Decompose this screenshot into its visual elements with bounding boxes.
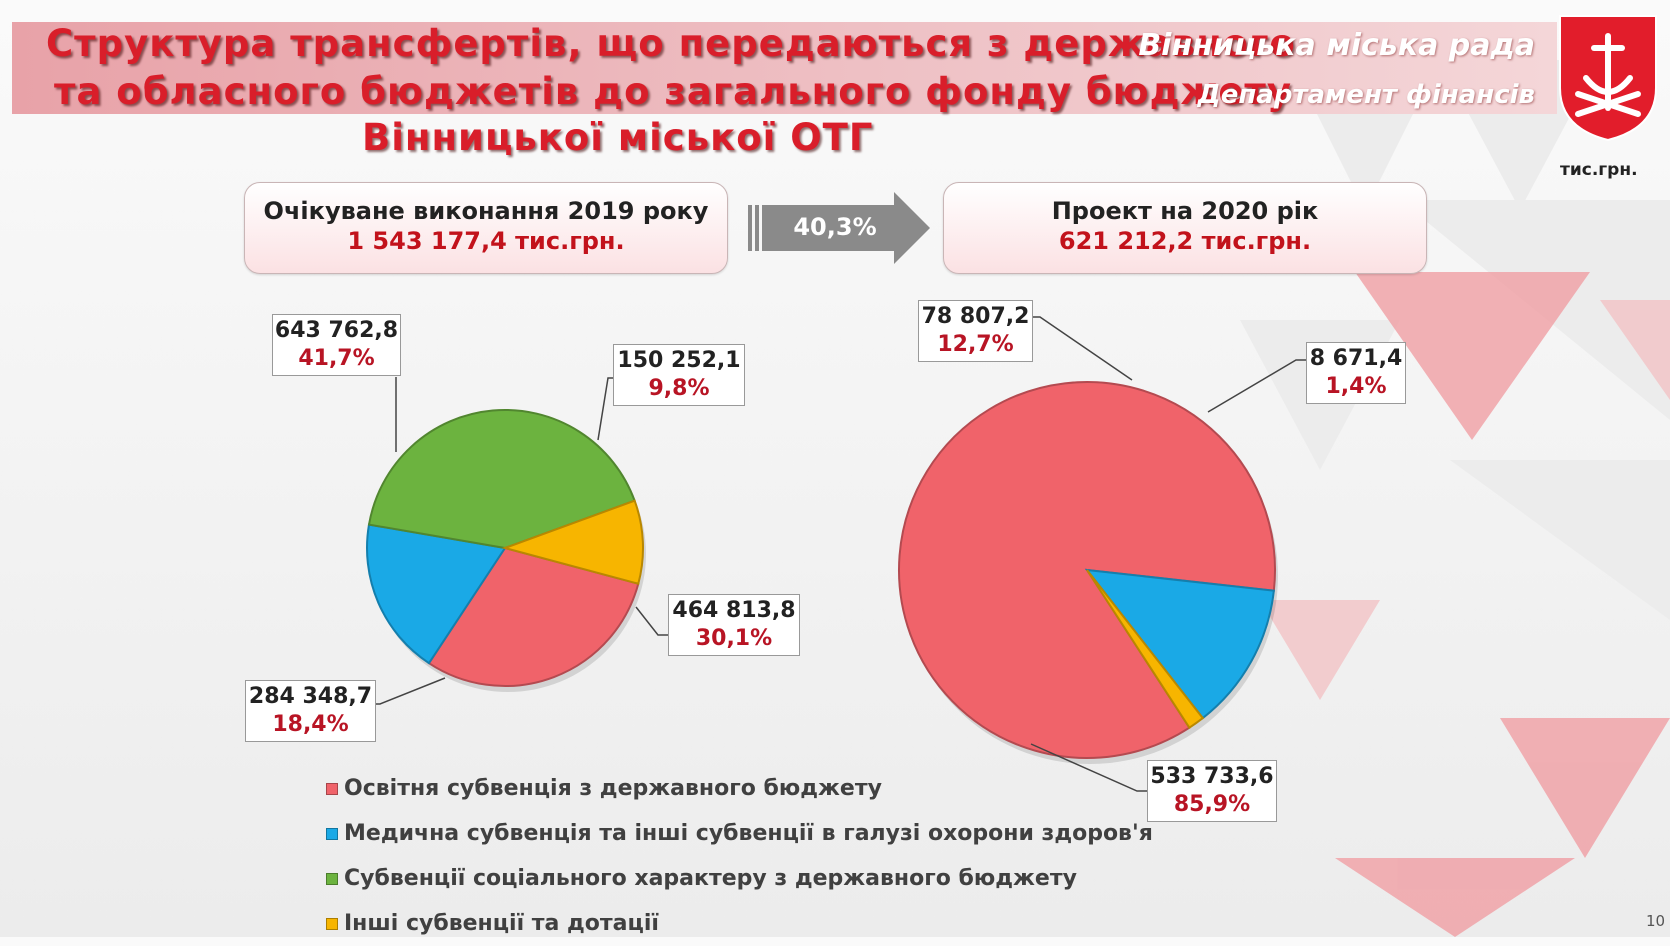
- title-band: [12, 22, 1557, 114]
- pie-2020-slice-other: [1086, 569, 1205, 730]
- org-name: Вінницька міська рада: [1138, 28, 1535, 63]
- expected-2019-box: Очікуване виконання 2019 року 1 543 177,…: [244, 182, 728, 274]
- pie-2019-slice-other: [501, 499, 644, 585]
- change-percent: 40,3%: [793, 213, 877, 241]
- data-label-2020-education: 533 733,6 85,9%: [1147, 760, 1277, 822]
- project-2020-box: Проект на 2020 рік 621 212,2 тис.грн.: [943, 182, 1427, 274]
- pie-2019-slice-education: [427, 546, 640, 687]
- legend-swatch-social: [326, 872, 338, 885]
- data-label-2020-medical: 78 807,2 12,7%: [918, 300, 1033, 362]
- city-coat-of-arms-icon: [1559, 15, 1657, 142]
- legend-swatch-other: [326, 917, 338, 930]
- pie-2019-slice-medical: [366, 523, 507, 665]
- project-2020-label: Проект на 2020 рік: [1051, 197, 1319, 225]
- change-arrow: [748, 192, 930, 264]
- legend-swatch-education: [326, 782, 338, 795]
- legend-label-social: Субвенції соціального характеру з держав…: [344, 866, 1077, 891]
- project-2020-value: 621 212,2 тис.грн.: [1058, 227, 1312, 255]
- data-label-2020-other: 8 671,4 1,4%: [1306, 342, 1406, 404]
- legend-item-education: Освітня субвенція з державного бюджету: [326, 766, 1153, 811]
- page-title-line-3: Вінницької міської ОТГ: [362, 116, 874, 159]
- department-name: Департамент фінансів: [1197, 80, 1535, 110]
- legend-item-other: Інші субвенції та дотації: [326, 901, 1153, 946]
- legend-swatch-medical: [326, 827, 338, 840]
- expected-2019-label: Очікуване виконання 2019 року: [263, 197, 709, 225]
- chart-legend: Освітня субвенція з державного бюджету М…: [326, 766, 1153, 946]
- page-number: 10: [1646, 912, 1666, 930]
- legend-label-medical: Медична субвенція та інші субвенції в га…: [344, 821, 1153, 846]
- legend-label-other: Інші субвенції та дотації: [344, 911, 659, 936]
- pie-chart-2019: [366, 409, 646, 692]
- expected-2019-value: 1 543 177,4 тис.грн.: [347, 227, 625, 255]
- pie-2019-slice-social: [367, 409, 636, 550]
- legend-label-education: Освітня субвенція з державного бюджету: [344, 776, 882, 801]
- data-label-2019-education: 464 813,8 30,1%: [668, 594, 800, 656]
- page-title-line-2: та обласного бюджетів до загального фонд…: [54, 70, 1292, 113]
- pie-2020-slice-medical: [1084, 568, 1275, 720]
- pie-chart-2020: [898, 381, 1278, 764]
- legend-item-medical: Медична субвенція та інші субвенції в га…: [326, 811, 1153, 856]
- data-label-2019-other: 150 252,1 9,8%: [613, 344, 745, 406]
- data-label-2019-social: 643 762,8 41,7%: [272, 314, 401, 376]
- legend-item-social: Субвенції соціального характеру з держав…: [326, 856, 1153, 901]
- data-label-2019-medical: 284 348,7 18,4%: [245, 680, 376, 742]
- page-title-line-1: Структура трансфертів, що передаються з …: [46, 22, 1296, 65]
- units-label: тис.грн.: [1560, 160, 1638, 180]
